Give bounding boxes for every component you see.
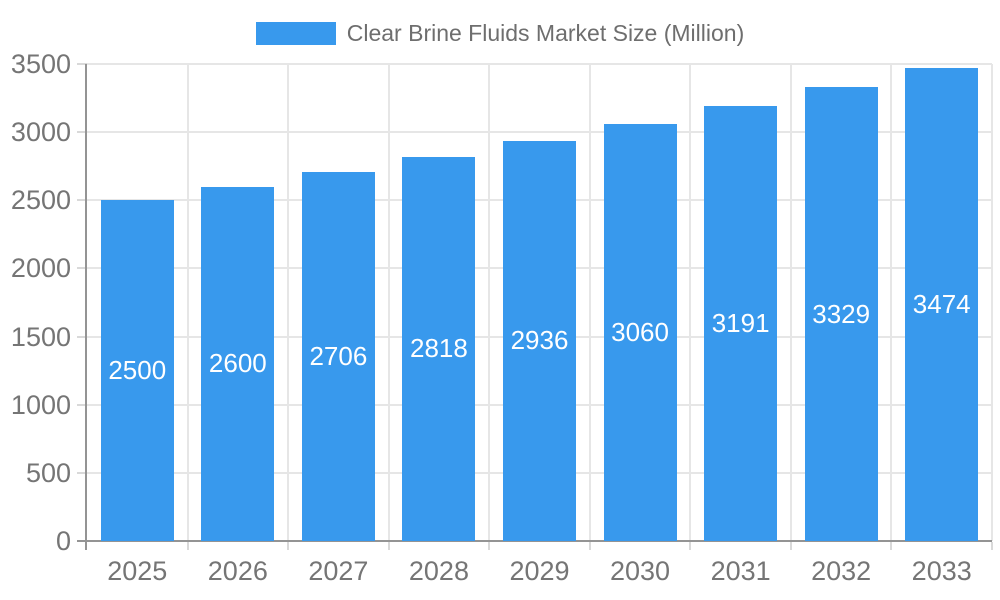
x-axis-tick-label: 2026 [207,556,268,586]
y-tick-mark [77,471,87,474]
v-gridline [588,64,591,541]
x-tick-mark [991,542,993,550]
y-axis-line [85,64,87,550]
chart-legend: Clear Brine Fluids Market Size (Million) [0,20,1000,47]
bar-value-label: 3191 [711,308,770,339]
bar-value-label: 3329 [812,298,871,329]
v-gridline [689,64,692,541]
x-tick-mark [588,542,591,550]
bar-value-label: 3060 [611,316,669,347]
bar-value-label: 2936 [510,325,569,356]
y-axis-tick-label: 1500 [10,321,71,352]
bar-2031: 3191 [704,106,778,541]
v-gridline [991,64,993,541]
x-tick-mark [890,542,893,550]
bar-2029: 2936 [503,140,576,541]
x-axis-tick-label: 2030 [610,556,671,586]
legend-swatch-icon [255,22,336,45]
bar-value-label: 2500 [108,355,167,386]
y-axis-tick-label: 2000 [10,253,71,284]
y-tick-mark [77,131,87,134]
x-tick-mark [488,542,491,550]
legend-item[interactable]: Clear Brine Fluids Market Size (Million) [255,20,745,47]
y-axis-tick-label: 3500 [10,49,71,79]
bar-2025: 2500 [100,200,174,541]
v-gridline [890,64,893,541]
bar-value-label: 2706 [309,341,368,372]
v-gridline [287,64,290,541]
y-tick-mark [77,335,87,338]
y-axis-tick-label: 0 [55,526,71,556]
bar-2032: 3329 [804,87,878,541]
y-axis-tick-label: 1000 [10,389,71,420]
h-gridline [87,131,992,134]
x-axis-tick-label: 2029 [509,556,570,586]
v-gridline [789,64,792,541]
v-gridline [186,64,189,541]
x-tick-mark [789,542,792,550]
x-axis-tick-label: 2033 [911,556,972,586]
h-gridline [87,63,992,65]
x-tick-mark [186,542,189,550]
y-tick-mark [77,199,87,202]
y-tick-mark [77,63,87,65]
y-axis-tick-label: 3000 [10,117,71,148]
x-tick-mark [287,542,290,550]
y-tick-mark [77,403,87,406]
bar-2028: 2818 [402,156,476,541]
x-axis-tick-label: 2032 [811,556,872,586]
x-axis-line [77,540,992,542]
bar-2026: 2600 [201,186,275,541]
v-gridline [488,64,491,541]
y-axis-tick-label: 2500 [10,185,71,216]
x-tick-mark [387,542,390,550]
x-axis-tick-label: 2027 [308,556,369,586]
bar-value-label: 2600 [208,348,267,379]
bar-value-label: 3474 [912,288,971,319]
y-tick-mark [77,267,87,270]
x-axis-tick-label: 2025 [107,556,168,586]
bar-value-label: 2818 [410,333,468,364]
bar-2033: 3474 [905,67,979,541]
x-tick-mark [689,542,692,550]
x-axis-tick-label: 2031 [710,556,771,586]
bar-2027: 2706 [301,172,375,541]
v-gridline [387,64,390,541]
y-axis-tick-label: 500 [25,457,71,488]
x-axis-tick-label: 2028 [408,556,469,586]
legend-label: Clear Brine Fluids Market Size (Million) [346,20,745,46]
bar-2030: 3060 [603,123,677,541]
